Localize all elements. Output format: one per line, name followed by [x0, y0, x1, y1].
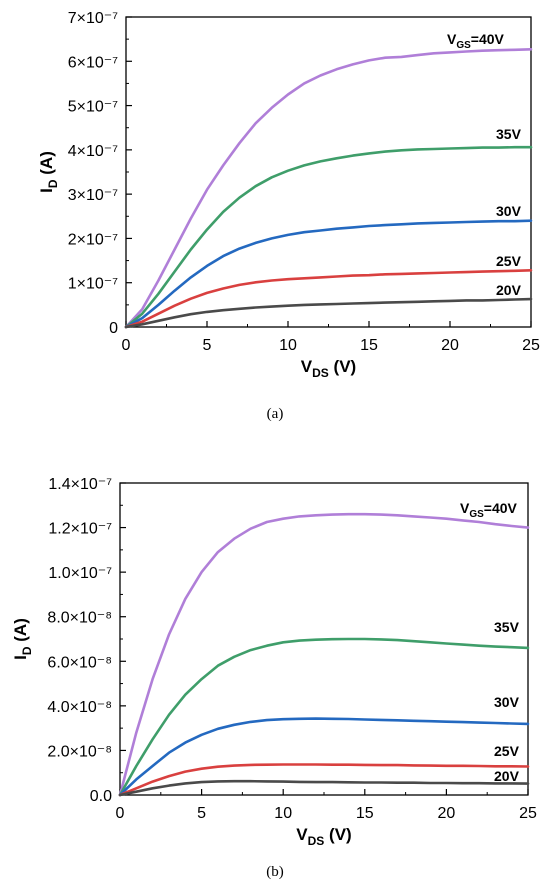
series-line: [118, 637, 530, 797]
series-line: [118, 717, 530, 797]
x-tick-label: 25: [519, 805, 537, 822]
x-tick-label: 0: [116, 805, 125, 822]
x-tick-label: 20: [441, 337, 459, 354]
y-tick-label: 3×10⁻⁷: [68, 187, 118, 204]
y-tick-label: 0: [109, 320, 118, 337]
y-tick-label: 0.0: [90, 788, 112, 805]
y-tick-label: 8.0×10⁻⁸: [47, 610, 112, 627]
y-tick-label: 4.0×10⁻⁸: [47, 699, 112, 716]
y-tick-label: 6.0×10⁻⁸: [47, 654, 112, 671]
figure-caption: (a): [267, 406, 284, 422]
y-tick-label: 5×10⁻⁷: [68, 99, 118, 116]
y-tick-label: 1.2×10⁻⁷: [48, 521, 112, 538]
series-label: 20V: [494, 768, 520, 784]
figure-caption: (b): [266, 864, 284, 880]
series-line: [124, 297, 533, 329]
y-tick-label: 2.0×10⁻⁸: [47, 743, 112, 760]
series-label: 25V: [494, 743, 520, 759]
series-label: VGS=40V: [460, 500, 518, 520]
series-line: [118, 763, 530, 797]
series-label: 30V: [494, 694, 520, 710]
x-axis-label: VDS (V): [301, 357, 356, 380]
chart-panel-a: 0 5 10 15 20 25 0 1×10⁻⁷ 2×10⁻⁷ 3×10⁻⁷ 4×10⁻⁷ 5×10⁻…: [37, 10, 540, 422]
y-tick-label: 1×10⁻⁷: [68, 276, 118, 293]
series-label: 20V: [496, 282, 522, 298]
series-line: [118, 779, 530, 797]
x-tick-label: 10: [279, 337, 297, 354]
series-label: 25V: [496, 253, 522, 269]
x-tick-label: 15: [356, 805, 374, 822]
x-tick-label: 10: [274, 805, 292, 822]
y-tick-label: 7×10⁻⁷: [68, 10, 118, 27]
series-label: 30V: [496, 203, 522, 219]
y-tick-label: 6×10⁻⁷: [68, 54, 118, 71]
y-tick-label: 2×10⁻⁷: [68, 231, 118, 248]
y-axis-label: ID (A): [37, 151, 60, 193]
y-axis-label: ID (A): [11, 618, 34, 660]
x-tick-label: 0: [122, 337, 131, 354]
x-tick-label: 20: [438, 805, 456, 822]
series-line: [124, 145, 533, 329]
x-axis-label: VDS (V): [296, 825, 351, 848]
series-label: 35V: [496, 126, 522, 142]
series-label: 35V: [494, 619, 520, 635]
x-tick-label: 15: [360, 337, 378, 354]
x-tick-label: 5: [203, 337, 212, 354]
y-tick-label: 4×10⁻⁷: [68, 143, 118, 160]
series-line: [124, 219, 533, 329]
y-tick-label: 1.0×10⁻⁷: [48, 565, 112, 582]
series-label: VGS=40V: [447, 31, 505, 51]
x-tick-label: 25: [522, 337, 540, 354]
x-tick-label: 5: [197, 805, 206, 822]
y-tick-label: 1.4×10⁻⁷: [48, 476, 112, 493]
chart-panel-b: 0 5 10 15 20 25 0.0 2.0×10⁻⁸ 4.0×10⁻⁸ 6.0×10⁻⁸ 8.0…: [11, 476, 537, 880]
series-line: [118, 512, 530, 797]
series-line: [124, 268, 533, 329]
series-line: [124, 47, 533, 329]
